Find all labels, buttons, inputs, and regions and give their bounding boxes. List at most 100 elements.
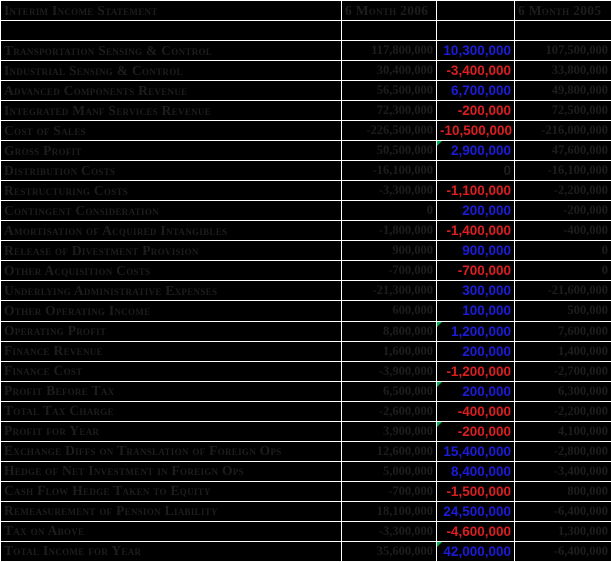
value-2006-cell[interactable]: -16,100,000: [341, 160, 437, 182]
column-header-change[interactable]: [436, 0, 515, 22]
value-2005-cell[interactable]: 47,600,000: [514, 140, 611, 162]
value-2006-cell[interactable]: -2,600,000: [341, 400, 437, 422]
row-label-cell[interactable]: Other Operating Income: [0, 300, 342, 322]
value-2006-cell[interactable]: 3,900,000: [341, 420, 437, 442]
row-label-cell[interactable]: Tax on Above: [0, 520, 342, 542]
row-label-cell[interactable]: Advanced Components Revenue: [0, 80, 342, 102]
row-label-cell[interactable]: Release of Divestment Provision: [0, 240, 342, 262]
value-2006-cell[interactable]: -700,000: [341, 480, 437, 502]
value-2005-cell[interactable]: 7,600,000: [514, 320, 611, 342]
value-2005-cell[interactable]: 4,100,000: [514, 420, 611, 442]
column-header-2005[interactable]: 6 Month 2005: [514, 0, 611, 22]
value-2005-cell[interactable]: -6,400,000: [514, 540, 611, 562]
table-title-cell[interactable]: Interim Income Statement: [0, 0, 342, 22]
value-2006-cell[interactable]: -3,300,000: [341, 520, 437, 542]
value-2006-cell[interactable]: 5,000,000: [341, 460, 437, 482]
row-label-cell[interactable]: Other Acquisition Costs: [0, 260, 342, 282]
change-value-cell[interactable]: -10,500,000: [436, 120, 515, 142]
value-2006-cell[interactable]: 6,500,000: [341, 380, 437, 402]
row-label-cell[interactable]: Total Tax Charge: [0, 400, 342, 422]
change-value-cell[interactable]: -700,000: [436, 260, 515, 282]
value-2005-cell[interactable]: 49,800,000: [514, 80, 611, 102]
value-2006-cell[interactable]: 117,800,000: [341, 40, 437, 62]
value-2006-cell[interactable]: 72,300,000: [341, 100, 437, 122]
change-value-cell[interactable]: 1,200,000: [436, 320, 515, 342]
value-2006-cell[interactable]: 12,600,000: [341, 440, 437, 462]
value-2005-cell[interactable]: 33,800,000: [514, 60, 611, 82]
change-value-cell[interactable]: 2,900,000: [436, 140, 515, 162]
value-2006-cell[interactable]: -700,000: [341, 260, 437, 282]
row-label-cell[interactable]: Cash Flow Hedge Taken to Equity: [0, 480, 342, 502]
change-value-cell[interactable]: 24,500,000: [436, 500, 515, 522]
change-value-cell[interactable]: 10,300,000: [436, 40, 515, 62]
row-label-cell[interactable]: Finance Cost: [0, 360, 342, 382]
row-label-cell[interactable]: Distribution Costs: [0, 160, 342, 182]
value-2005-cell[interactable]: 800,000: [514, 480, 611, 502]
value-2005-cell[interactable]: -6,400,000: [514, 500, 611, 522]
row-label-cell[interactable]: Contingent Consideration: [0, 200, 342, 222]
change-value-cell[interactable]: -1,500,000: [436, 480, 515, 502]
value-2005-cell[interactable]: -2,800,000: [514, 440, 611, 462]
value-2006-cell[interactable]: 0: [341, 200, 437, 222]
row-label-cell[interactable]: Hedge of Net Investment in Foreign Ops: [0, 460, 342, 482]
value-2006-cell[interactable]: 30,400,000: [341, 60, 437, 82]
value-2005-cell[interactable]: 500,000: [514, 300, 611, 322]
row-label-cell[interactable]: Cost of Sales: [0, 120, 342, 142]
change-value-cell[interactable]: -3,400,000: [436, 60, 515, 82]
value-2005-cell[interactable]: 0: [514, 240, 611, 262]
value-2006-cell[interactable]: -3,300,000: [341, 180, 437, 202]
change-value-cell[interactable]: 900,000: [436, 240, 515, 262]
value-2005-cell[interactable]: -216,000,000: [514, 120, 611, 142]
change-value-cell[interactable]: 0: [436, 160, 515, 182]
value-2006-cell[interactable]: 35,600,000: [341, 540, 437, 562]
row-label-cell[interactable]: Integrated Manf Services Revenue: [0, 100, 342, 122]
value-2006-cell[interactable]: 56,500,000: [341, 80, 437, 102]
change-value-cell[interactable]: -200,000: [436, 420, 515, 442]
value-2006-cell[interactable]: -3,900,000: [341, 360, 437, 382]
value-2005-cell[interactable]: -2,200,000: [514, 400, 611, 422]
value-2005-cell[interactable]: -16,100,000: [514, 160, 611, 182]
change-value-cell[interactable]: 42,000,000: [436, 540, 515, 562]
row-label-cell[interactable]: Underlying Administrative Expenses: [0, 280, 342, 302]
value-2005-cell[interactable]: -21,600,000: [514, 280, 611, 302]
value-2005-cell[interactable]: 6,300,000: [514, 380, 611, 402]
value-2006-cell[interactable]: -1,800,000: [341, 220, 437, 242]
change-value-cell[interactable]: [436, 20, 515, 42]
value-2006-cell[interactable]: 18,100,000: [341, 500, 437, 522]
value-2006-cell[interactable]: 1,600,000: [341, 340, 437, 362]
value-2005-cell[interactable]: -2,200,000: [514, 180, 611, 202]
row-label-cell[interactable]: Finance Revenue: [0, 340, 342, 362]
value-2005-cell[interactable]: 72,500,000: [514, 100, 611, 122]
row-label-cell[interactable]: Amortisation of Acquired Intangibles: [0, 220, 342, 242]
change-value-cell[interactable]: 6,700,000: [436, 80, 515, 102]
change-value-cell[interactable]: 200,000: [436, 340, 515, 362]
row-label-cell[interactable]: [0, 20, 342, 42]
value-2005-cell[interactable]: -3,400,000: [514, 460, 611, 482]
value-2005-cell[interactable]: [514, 20, 611, 42]
row-label-cell[interactable]: Gross Profit: [0, 140, 342, 162]
value-2005-cell[interactable]: -400,000: [514, 220, 611, 242]
change-value-cell[interactable]: -400,000: [436, 400, 515, 422]
change-value-cell[interactable]: -1,200,000: [436, 360, 515, 382]
value-2006-cell[interactable]: -21,300,000: [341, 280, 437, 302]
row-label-cell[interactable]: Profit Before Tax: [0, 380, 342, 402]
row-label-cell[interactable]: Operating Profit: [0, 320, 342, 342]
change-value-cell[interactable]: -200,000: [436, 100, 515, 122]
value-2005-cell[interactable]: 0: [514, 260, 611, 282]
change-value-cell[interactable]: 100,000: [436, 300, 515, 322]
value-2006-cell[interactable]: [341, 20, 437, 42]
row-label-cell[interactable]: Total Income for Year: [0, 540, 342, 562]
row-label-cell[interactable]: Profit for Year: [0, 420, 342, 442]
change-value-cell[interactable]: 200,000: [436, 200, 515, 222]
row-label-cell[interactable]: Transportation Sensing & Control: [0, 40, 342, 62]
value-2006-cell[interactable]: 50,500,000: [341, 140, 437, 162]
column-header-2006[interactable]: 6 Month 2006: [341, 0, 437, 22]
change-value-cell[interactable]: 300,000: [436, 280, 515, 302]
value-2005-cell[interactable]: -200,000: [514, 200, 611, 222]
change-value-cell[interactable]: -1,100,000: [436, 180, 515, 202]
value-2006-cell[interactable]: 900,000: [341, 240, 437, 262]
value-2006-cell[interactable]: -226,500,000: [341, 120, 437, 142]
value-2005-cell[interactable]: 1,300,000: [514, 520, 611, 542]
row-label-cell[interactable]: Restructuring Costs: [0, 180, 342, 202]
change-value-cell[interactable]: 15,400,000: [436, 440, 515, 462]
